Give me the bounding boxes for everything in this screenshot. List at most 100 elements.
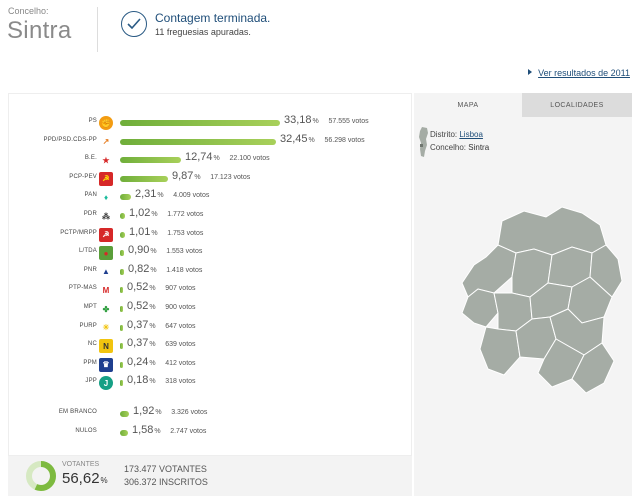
turnout-percentage: 56,62% bbox=[62, 470, 108, 487]
party-row-ppd-psd-cds-pp[interactable]: PPD/PSD.CDS-PP ↗ 32,45% 56.298 votos bbox=[9, 133, 413, 152]
vote-percentage: 1,01% bbox=[129, 225, 158, 238]
pan-icon: ♦ bbox=[103, 192, 109, 202]
previous-results-link[interactable]: Ver resultados de 2011 bbox=[528, 68, 630, 78]
tab-mapa[interactable]: MAPA bbox=[414, 93, 522, 117]
vote-count: 3.326 votos bbox=[171, 409, 208, 416]
vote-count: 4.009 votos bbox=[173, 192, 210, 200]
municipality-row: Concelho: Sintra bbox=[430, 143, 490, 152]
party-row-purp[interactable]: PURP ☀ 0,37% 647 votos bbox=[9, 319, 413, 338]
vote-count: 2.747 votos bbox=[170, 428, 207, 435]
party-name: PURP bbox=[79, 322, 97, 329]
vote-percentage: 2,31% bbox=[135, 188, 164, 201]
party-name: PAN bbox=[84, 192, 97, 199]
party-row-em-branco[interactable]: EM BRANCO 1,92% 3.326 votos bbox=[9, 405, 413, 424]
vote-count: 639 votos bbox=[165, 341, 196, 349]
parish-region bbox=[571, 342, 615, 394]
vote-percentage: 32,45% bbox=[280, 132, 315, 145]
parish-region bbox=[461, 244, 517, 298]
party-name: PPD/PSD.CDS-PP bbox=[43, 136, 97, 143]
tab-localidades[interactable]: LOCALIDADES bbox=[522, 93, 632, 117]
vote-share-bar bbox=[120, 430, 128, 436]
turnout-label: VOTANTES bbox=[62, 461, 100, 468]
party-row-pan[interactable]: PAN ♦ 2,31% 4.009 votos bbox=[9, 188, 413, 207]
party-row-ps[interactable]: PS ✊ 33,18% 57.555 votos bbox=[9, 114, 413, 133]
district-row: Distrito: Lisboa bbox=[430, 130, 483, 139]
vote-percentage: 0,37% bbox=[127, 337, 156, 350]
vote-percentage: 1,58% bbox=[132, 424, 161, 436]
party-name: PCTP/MRPP bbox=[60, 229, 97, 236]
vote-share-bar bbox=[120, 231, 125, 238]
vote-percentage: 0,37% bbox=[127, 318, 156, 331]
be-star-icon: ★ bbox=[102, 155, 110, 165]
party-name: NC bbox=[87, 341, 97, 348]
pdr-dots-icon: ⁂ bbox=[102, 211, 110, 221]
vote-share-bar bbox=[120, 268, 124, 275]
count-status-title: Contagem terminada. bbox=[155, 11, 271, 25]
vote-share-bar bbox=[120, 157, 181, 164]
results-panel: PS ✊ 33,18% 57.555 votos PPD/PSD.CDS-PP ↗ 32,4… bbox=[8, 93, 412, 456]
header-divider bbox=[97, 7, 98, 52]
pcp-pev-sickle-sun-icon: ☭ bbox=[99, 171, 113, 186]
vote-count: 318 votos bbox=[165, 378, 196, 386]
vote-count: 412 votos bbox=[165, 359, 196, 367]
vote-percentage: 0,24% bbox=[127, 355, 156, 368]
vote-percentage: 12,74% bbox=[185, 151, 220, 164]
vote-share-bar bbox=[120, 250, 124, 257]
vote-share-bar bbox=[120, 175, 168, 182]
vote-share-bar bbox=[120, 213, 125, 219]
map-panel: MAPA LOCALIDADES Distrito: Lisboa Concel… bbox=[414, 93, 632, 496]
parish-region bbox=[479, 326, 521, 376]
party-name: PDR bbox=[83, 211, 97, 217]
vote-count: 647 votos bbox=[165, 322, 196, 330]
district-link[interactable]: Lisboa bbox=[459, 130, 483, 139]
psd-cds-arrow-icon: ↗ bbox=[102, 137, 110, 147]
party-name: PNR bbox=[83, 266, 97, 273]
portugal-minimap-icon bbox=[419, 127, 428, 157]
party-row-b-e-[interactable]: B.E. ★ 12,74% 22.100 votos bbox=[9, 151, 413, 170]
vote-percentage: 1,02% bbox=[129, 207, 158, 219]
party-row-mpt[interactable]: MPT ✤ 0,52% 900 votos bbox=[9, 300, 413, 319]
check-icon bbox=[121, 11, 147, 37]
vote-count: 17.123 votos bbox=[210, 173, 251, 181]
party-name: MPT bbox=[83, 304, 97, 310]
vote-count: 56.298 votos bbox=[324, 136, 365, 144]
parish-region bbox=[461, 288, 499, 328]
vote-share-bar bbox=[120, 194, 131, 201]
registered-count: 306.372 INSCRITOS bbox=[124, 477, 208, 487]
party-row-jpp[interactable]: JPP J 0,18% 318 votos bbox=[9, 374, 413, 393]
voters-count: 173.477 VOTANTES bbox=[124, 464, 207, 474]
triangle-right-icon bbox=[528, 69, 533, 75]
purp-sun-icon: ☀ bbox=[102, 323, 110, 333]
municipality-label: Concelho: bbox=[8, 6, 49, 16]
vote-percentage: 33,18% bbox=[284, 114, 319, 126]
party-row-ptp-mas[interactable]: PTP-MAS M 0,52% 907 votos bbox=[9, 281, 413, 300]
party-row-pdr[interactable]: PDR ⁂ 1,02% 1.772 votos bbox=[9, 207, 413, 226]
party-row-nc[interactable]: NC N 0,37% 639 votos bbox=[9, 337, 413, 356]
pnr-flame-icon: ▲ bbox=[102, 267, 110, 277]
vote-share-bar bbox=[120, 306, 123, 312]
vote-count: 900 votos bbox=[165, 304, 196, 311]
vote-count: 1.418 votos bbox=[166, 266, 203, 274]
vote-percentage: 1,92% bbox=[133, 405, 162, 417]
party-row-ppm[interactable]: PPM ♛ 0,24% 412 votos bbox=[9, 356, 413, 375]
party-name: JPP bbox=[85, 378, 97, 385]
parish-region bbox=[497, 206, 607, 256]
vote-share-bar bbox=[120, 411, 129, 417]
party-row-l-tda[interactable]: L/TDA ● 0,90% 1.553 votos bbox=[9, 244, 413, 263]
party-name: PCP-PEV bbox=[69, 173, 97, 180]
party-row-pctp-mrpp[interactable]: PCTP/MRPP ☭ 1,01% 1.753 votos bbox=[9, 226, 413, 245]
ppm-crown-icon: ♛ bbox=[99, 357, 113, 372]
party-row-pnr[interactable]: PNR ▲ 0,82% 1.418 votos bbox=[9, 263, 413, 282]
page-header: Concelho: Sintra Contagem terminada. 11 … bbox=[0, 0, 640, 60]
count-status-subtitle: 11 freguesias apuradas. bbox=[155, 27, 251, 37]
map-tabs: MAPA LOCALIDADES bbox=[414, 93, 632, 117]
nc-icon: N bbox=[99, 339, 113, 354]
pctp-mrpp-icon: ☭ bbox=[99, 227, 113, 242]
vote-share-bar bbox=[120, 361, 123, 368]
party-row-nulos[interactable]: NULOS 1,58% 2.747 votos bbox=[9, 424, 413, 443]
party-name: B.E. bbox=[84, 155, 97, 162]
sintra-parishes-map[interactable] bbox=[454, 193, 624, 403]
party-row-pcp-pev[interactable]: PCP-PEV ☭ 9,87% 17.123 votos bbox=[9, 170, 413, 189]
vote-share-bar bbox=[120, 324, 123, 331]
vote-percentage: 0,52% bbox=[127, 300, 156, 312]
